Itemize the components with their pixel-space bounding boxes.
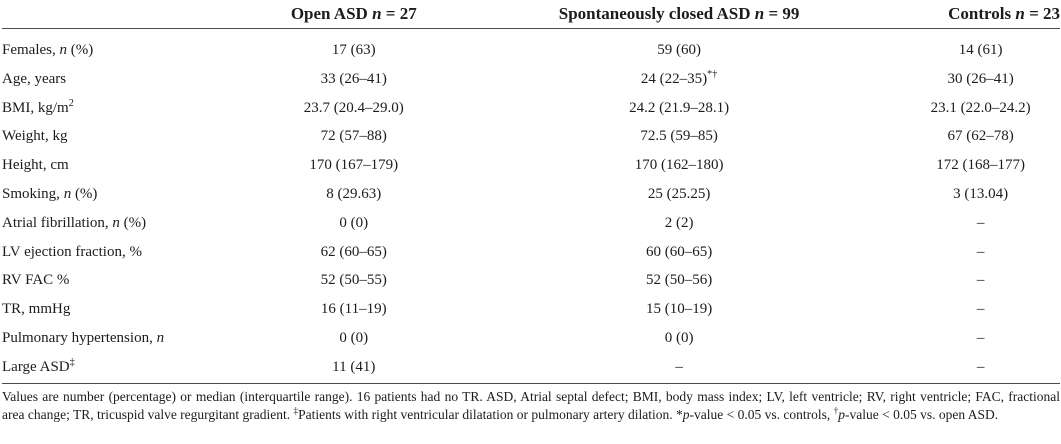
table-row: RV FAC % 52 (50–55) 52 (50–56) – — [2, 266, 1060, 295]
cell-controls: – — [976, 214, 985, 231]
cell-open-asd: 62 (60–65) — [320, 243, 387, 260]
row-label: Large ASD‡ — [2, 356, 75, 375]
cell-closed-asd: 170 (162–180) — [634, 157, 724, 174]
cell-closed-asd: 24 (22–35)*† — [640, 68, 718, 87]
table-row: Weight, kg 72 (57–88) 72.5 (59–85) 67 (6… — [2, 122, 1060, 151]
cell-open-asd: 72 (57–88) — [320, 128, 387, 145]
table-header: Open ASD n = 27 Spontaneously closed ASD… — [2, 0, 1060, 29]
table-row: Height, cm 170 (167–179) 170 (162–180) 1… — [2, 151, 1060, 180]
cell-open-asd: 52 (50–55) — [320, 272, 387, 289]
cell-open-asd: 8 (29.63) — [326, 185, 382, 202]
cell-closed-asd: 24.2 (21.9–28.1) — [629, 99, 730, 116]
header-empty-cell — [2, 0, 251, 29]
cell-controls: – — [976, 329, 985, 346]
cell-controls: 172 (168–177) — [936, 157, 1026, 174]
row-label: LV ejection fraction, % — [2, 243, 142, 260]
cell-controls: 67 (62–78) — [947, 128, 1014, 145]
row-label: Pulmonary hypertension, n — [2, 329, 165, 346]
cell-closed-asd: 52 (50–56) — [645, 272, 713, 289]
cell-open-asd: 17 (63) — [331, 42, 376, 58]
cell-closed-asd: 60 (60–65) — [645, 243, 713, 260]
cell-controls: 14 (61) — [958, 42, 1003, 58]
characteristics-table: Open ASD n = 27 Spontaneously closed ASD… — [2, 0, 1060, 382]
cell-controls: 3 (13.04) — [953, 185, 1009, 202]
table-row: Pulmonary hypertension, n 0 (0) 0 (0) – — [2, 324, 1060, 353]
header-row: Open ASD n = 27 Spontaneously closed ASD… — [2, 0, 1060, 29]
table-row: TR, mmHg 16 (11–19) 15 (10–19) – — [2, 295, 1060, 324]
row-label: Females, n (%) — [2, 42, 94, 58]
cell-closed-asd: 0 (0) — [664, 329, 694, 346]
table-footnote: Values are number (percentage) or median… — [2, 382, 1060, 425]
cell-open-asd: 16 (11–19) — [320, 301, 387, 318]
cell-closed-asd: – — [675, 358, 683, 375]
cell-open-asd: 23.7 (20.4–29.0) — [303, 99, 404, 116]
table-row: LV ejection fraction, % 62 (60–65) 60 (6… — [2, 238, 1060, 267]
row-label: RV FAC % — [2, 272, 70, 289]
cell-closed-asd: 2 (2) — [664, 214, 694, 231]
table-row: BMI, kg/m2 23.7 (20.4–29.0) 24.2 (21.9–2… — [2, 94, 1060, 123]
column-header-open-asd: Open ASD n = 27 — [250, 0, 457, 29]
cell-open-asd: 170 (167–179) — [309, 157, 399, 174]
row-label: BMI, kg/m2 — [2, 97, 74, 116]
cell-open-asd: 11 (41) — [332, 358, 376, 375]
cell-closed-asd: 59 (60) — [657, 42, 701, 58]
cell-open-asd: 33 (26–41) — [320, 70, 387, 87]
cell-closed-asd: 25 (25.25) — [647, 185, 711, 202]
row-label: Atrial fibrillation, n (%) — [2, 214, 147, 231]
cell-controls: – — [976, 243, 985, 260]
cell-open-asd: 0 (0) — [339, 329, 369, 346]
row-label: TR, mmHg — [2, 301, 71, 318]
table-row: Atrial fibrillation, n (%) 0 (0) 2 (2) – — [2, 209, 1060, 238]
cell-controls: 30 (26–41) — [947, 70, 1014, 87]
column-header-controls: Controls n = 23 — [901, 0, 1060, 29]
table-row: Age, years 33 (26–41) 24 (22–35)*† 30 (2… — [2, 65, 1060, 94]
column-header-closed-asd: Spontaneously closed ASD n = 99 — [456, 0, 902, 29]
table-row: Large ASD‡ 11 (41) – – — [2, 353, 1060, 382]
cell-controls: – — [976, 272, 985, 289]
cell-controls: – — [976, 301, 985, 318]
cell-controls: – — [976, 358, 985, 375]
row-label: Weight, kg — [2, 128, 68, 145]
cell-closed-asd: 15 (10–19) — [645, 301, 713, 318]
row-label: Height, cm — [2, 157, 69, 174]
cell-closed-asd: 72.5 (59–85) — [640, 128, 718, 145]
table-row: Smoking, n (%) 8 (29.63) 25 (25.25) 3 (1… — [2, 180, 1060, 209]
table-row: Females, n (%) 17 (63) 59 (60) 14 (61) — [2, 29, 1060, 65]
row-label: Smoking, n (%) — [2, 185, 98, 202]
cell-open-asd: 0 (0) — [339, 214, 369, 231]
row-label: Age, years — [2, 70, 67, 87]
cell-controls: 23.1 (22.0–24.2) — [930, 99, 1031, 116]
table-body: Females, n (%) 17 (63) 59 (60) 14 (61) A… — [2, 29, 1060, 382]
